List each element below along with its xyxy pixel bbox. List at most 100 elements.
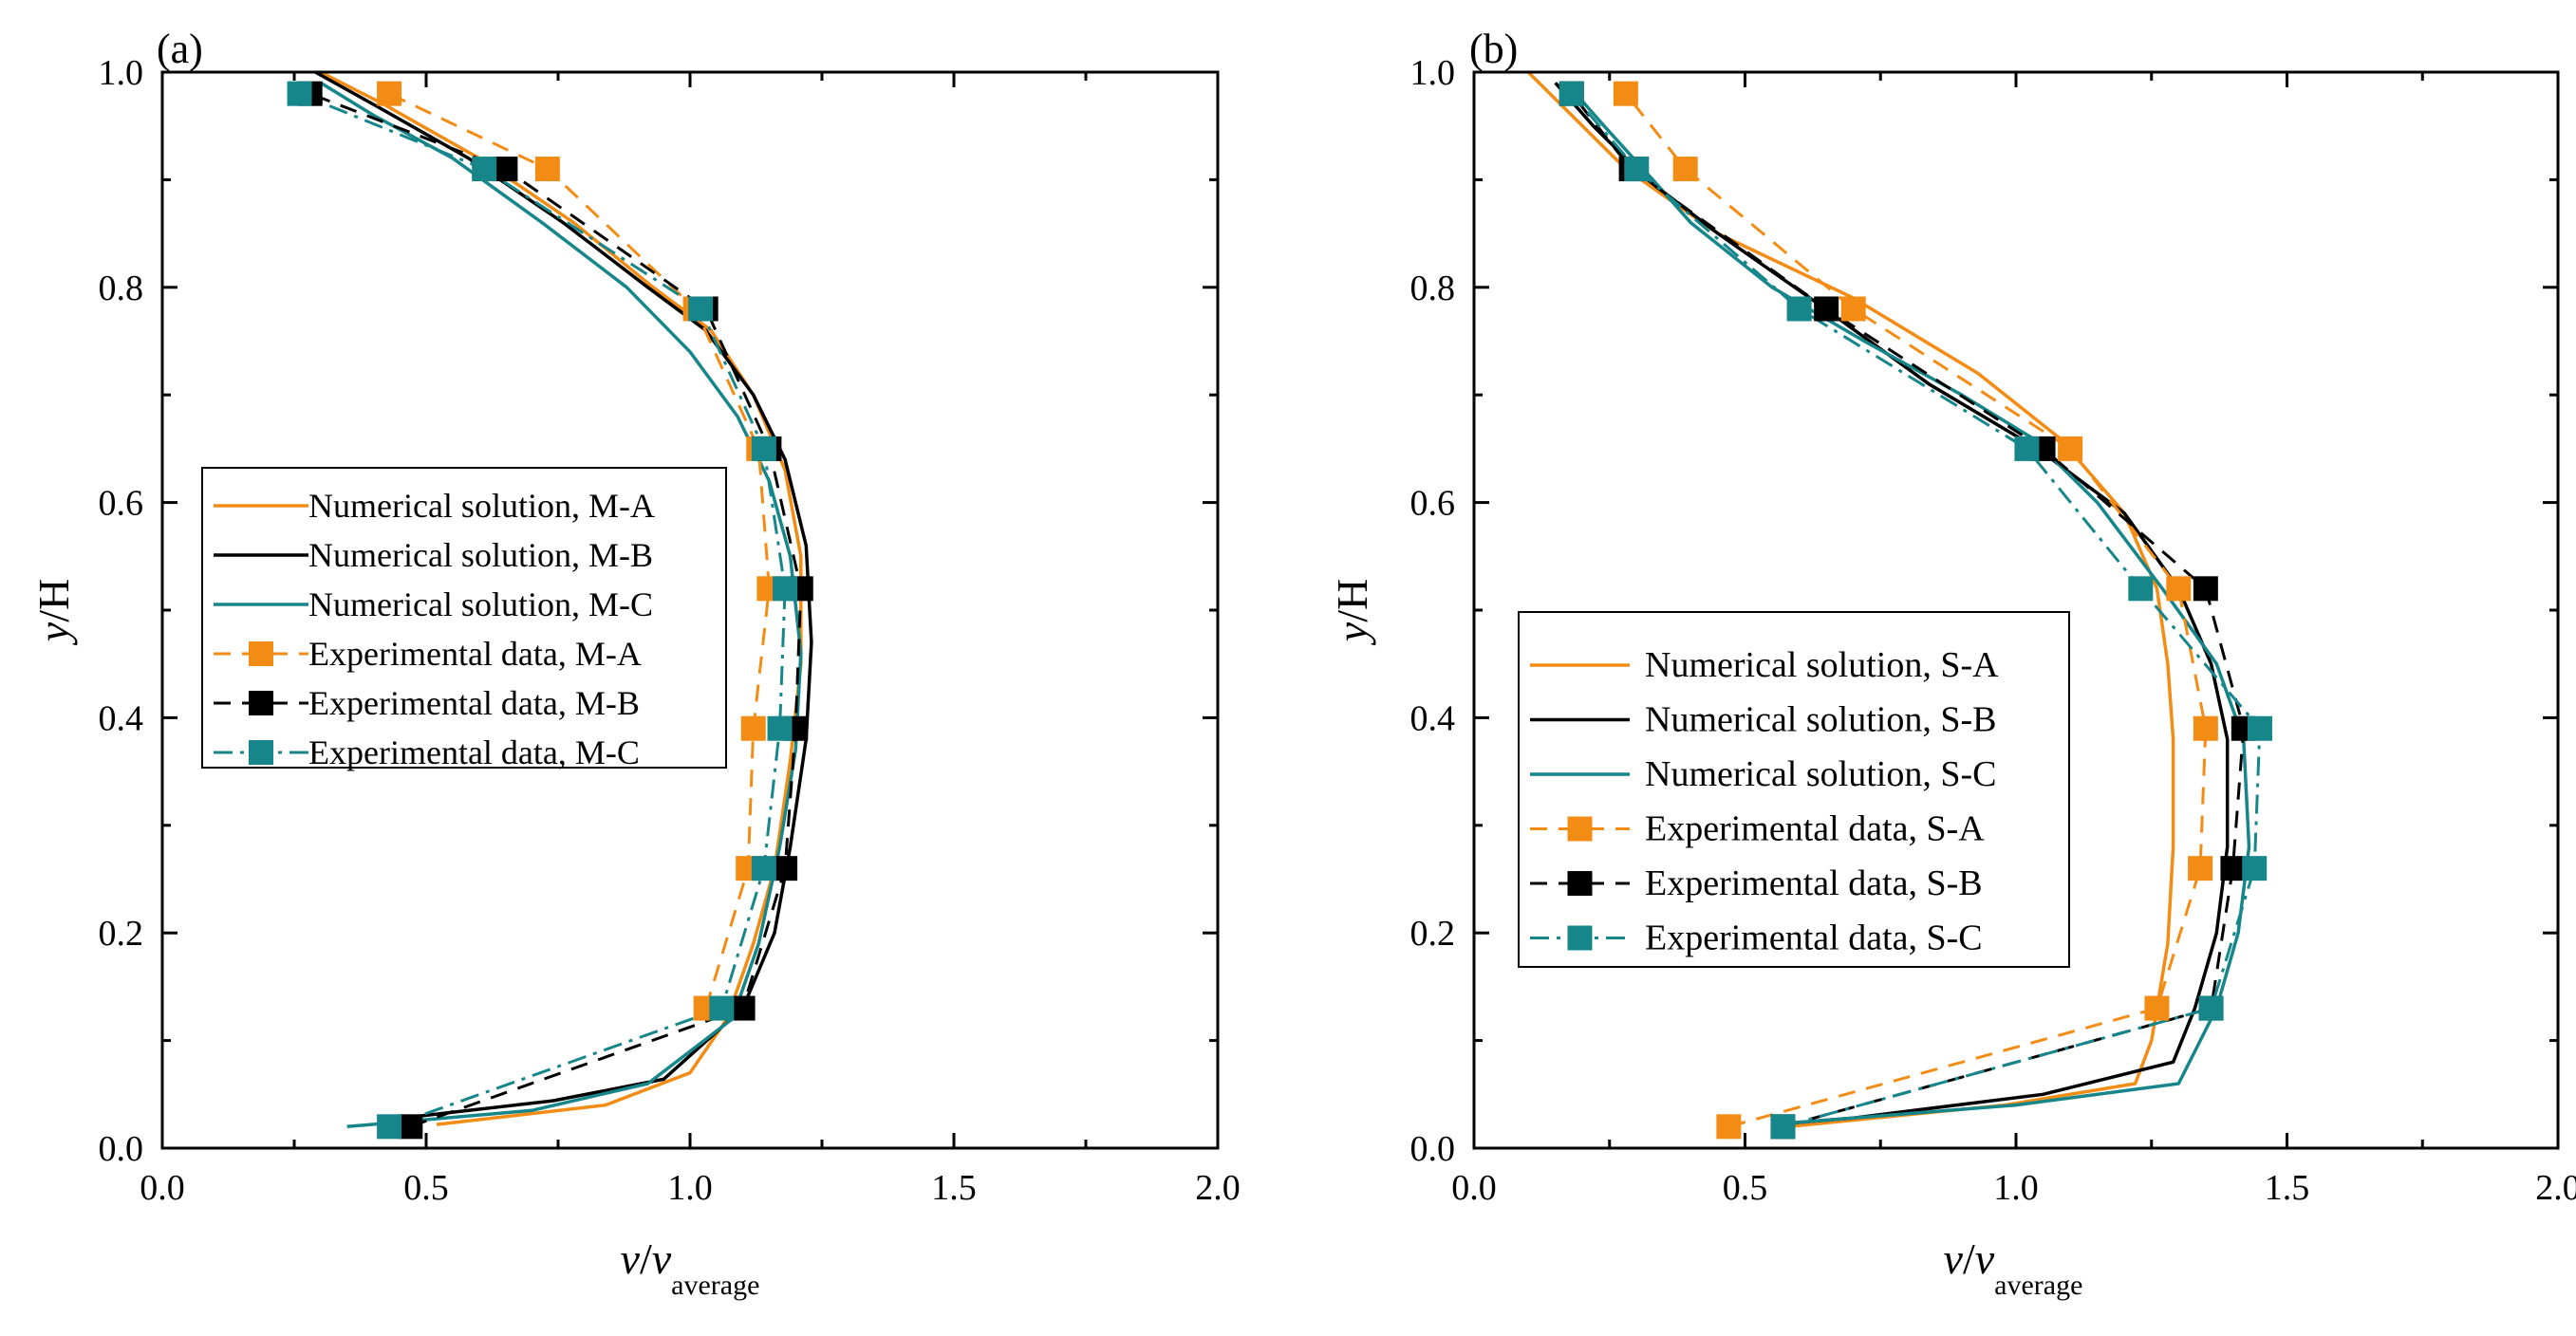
data-point-1-4-6 <box>1814 296 1839 322</box>
data-point-1-5-3 <box>2247 715 2272 741</box>
data-point-0-5-8 <box>287 81 312 106</box>
legend-box <box>201 467 727 769</box>
panel-label: (a) <box>157 26 203 72</box>
data-point-0-5-5 <box>751 436 776 461</box>
legend-entry-label: Experimental data, M-A <box>308 635 642 673</box>
y-axis-title: y/H <box>1328 579 1376 645</box>
y-tick-label: 0.8 <box>99 269 144 308</box>
y-tick-label: 0.6 <box>99 484 144 524</box>
series-line-1-3 <box>1624 92 2208 1128</box>
legend-swatch-marker <box>249 691 273 715</box>
data-point-1-3-8 <box>1613 81 1638 106</box>
data-point-1-3-4 <box>2166 576 2192 602</box>
legend-entry-label: Numerical solution, M-C <box>308 585 653 623</box>
y-tick-label: 0.4 <box>99 698 144 738</box>
data-point-1-5-0 <box>1770 1114 1796 1140</box>
legend-swatch-marker <box>249 740 273 765</box>
data-point-1-5-8 <box>1559 81 1584 106</box>
data-point-1-3-3 <box>2193 715 2218 741</box>
x-tick-label: 1.0 <box>1993 1168 2039 1208</box>
legend-swatch-marker <box>1567 871 1593 896</box>
data-point-0-4-1 <box>730 995 756 1021</box>
legend-box <box>1518 611 2070 968</box>
x-tick-label: 0.5 <box>1723 1168 1768 1208</box>
series-line-0-0 <box>320 72 803 1126</box>
data-point-1-5-4 <box>2128 576 2154 602</box>
data-point-0-4-7 <box>493 157 518 182</box>
data-point-1-5-2 <box>2242 856 2268 881</box>
data-point-1-3-0 <box>1716 1114 1742 1140</box>
data-point-1-5-6 <box>1786 296 1812 322</box>
data-point-1-3-6 <box>1840 296 1866 322</box>
x-tick-label: 2.0 <box>1195 1168 1241 1208</box>
data-point-0-5-0 <box>377 1114 402 1140</box>
chart-panel-b: 0.0 0.5 1.0 1.5 2.0 0.0 0.2 0.4 0.6 0.8 1.0 (b) y/H v… <box>1328 26 2576 1301</box>
data-point-1-5-7 <box>1624 157 1650 182</box>
data-point-0-3-6 <box>534 157 560 182</box>
x-tick-label: 1.5 <box>931 1168 977 1208</box>
y-tick-label: 0.4 <box>1410 698 1456 738</box>
y-tick-label: 0.2 <box>1410 914 1456 954</box>
plot-frame <box>1472 70 2560 1150</box>
data-point-1-4-4 <box>2193 576 2218 602</box>
y-tick-label: 0.6 <box>1410 484 1456 524</box>
y-tick-label: 0.8 <box>1410 269 1456 308</box>
y-tick-label: 1.0 <box>1410 53 1456 93</box>
data-point-0-4-2 <box>773 856 798 881</box>
data-point-0-3-7 <box>377 81 402 106</box>
legend-entry-label: Numerical solution, M-A <box>308 487 655 525</box>
legend-entry-label: Numerical solution, S-B <box>1645 700 1996 740</box>
data-point-0-4-0 <box>398 1114 423 1140</box>
data-point-1-3-1 <box>2144 995 2170 1021</box>
y-tick-label: 0.0 <box>99 1129 144 1169</box>
data-point-0-5-4 <box>773 576 798 602</box>
data-point-1-5-1 <box>2198 995 2224 1021</box>
panel-label: (b) <box>1469 26 1518 72</box>
plot-area <box>1526 72 2272 1140</box>
series-line-1-4 <box>1570 92 2246 1128</box>
x-tick-label: 0.0 <box>1451 1168 1497 1208</box>
chart-panel-a: 0.0 0.5 1.0 1.5 2.0 0.0 0.2 0.4 0.6 0.8 1.0 (a) y/H v… <box>29 26 1241 1301</box>
x-axis-title: v/vaverage <box>621 1234 760 1301</box>
x-tick-label: 1.0 <box>667 1168 713 1208</box>
legend-entry-label: Experimental data, S-B <box>1645 863 1983 903</box>
x-tick-label: 2.0 <box>2535 1168 2576 1208</box>
legend-swatch-marker <box>1567 925 1593 951</box>
legend-entry-label: Experimental data, M-B <box>308 684 640 722</box>
data-point-1-3-2 <box>2188 856 2213 881</box>
legend-entry-label: Experimental data, S-C <box>1645 918 1983 958</box>
data-point-0-5-7 <box>472 157 497 182</box>
y-tick-label: 0.2 <box>99 914 144 954</box>
legend-swatch-marker <box>1567 816 1593 842</box>
data-point-1-3-5 <box>2058 436 2083 461</box>
x-axis-title: v/vaverage <box>1944 1234 2083 1301</box>
series-line-0-2 <box>319 81 803 1129</box>
data-point-0-3-2 <box>740 715 766 741</box>
data-point-0-5-2 <box>751 856 776 881</box>
x-tick-label: 0.0 <box>140 1168 185 1208</box>
data-point-0-5-6 <box>688 296 714 322</box>
legend-entry-label: Numerical solution, S-C <box>1645 754 1996 794</box>
legend-entry-label: Numerical solution, S-A <box>1645 645 1999 685</box>
legend-entry-label: Numerical solution, M-B <box>308 536 653 574</box>
series-line-1-0 <box>1526 72 2175 1129</box>
data-point-0-5-1 <box>709 995 735 1021</box>
y-tick-label: 1.0 <box>99 53 144 93</box>
series-line-1-2 <box>1564 82 2251 1126</box>
x-tick-label: 0.5 <box>403 1168 449 1208</box>
series-line-0-3 <box>388 92 771 1010</box>
data-point-0-5-3 <box>767 715 793 741</box>
y-tick-label: 0.0 <box>1410 1129 1456 1169</box>
x-tick-label: 1.5 <box>2265 1168 2310 1208</box>
legend-swatch-marker <box>249 641 273 666</box>
legend-entry-label: Experimental data, M-C <box>308 733 640 771</box>
series-line-1-1 <box>1554 82 2230 1126</box>
series-line-1-5 <box>1570 92 2262 1128</box>
legend: Numerical solution, S-A Numerical solutio… <box>1518 611 2070 968</box>
legend-entry-label: Experimental data, S-A <box>1645 809 1985 849</box>
data-point-1-3-7 <box>1672 157 1698 182</box>
plot-area <box>287 72 813 1140</box>
data-point-1-4-2 <box>2220 856 2246 881</box>
legend: Numerical solution, M-A Numerical solutio… <box>201 467 727 771</box>
